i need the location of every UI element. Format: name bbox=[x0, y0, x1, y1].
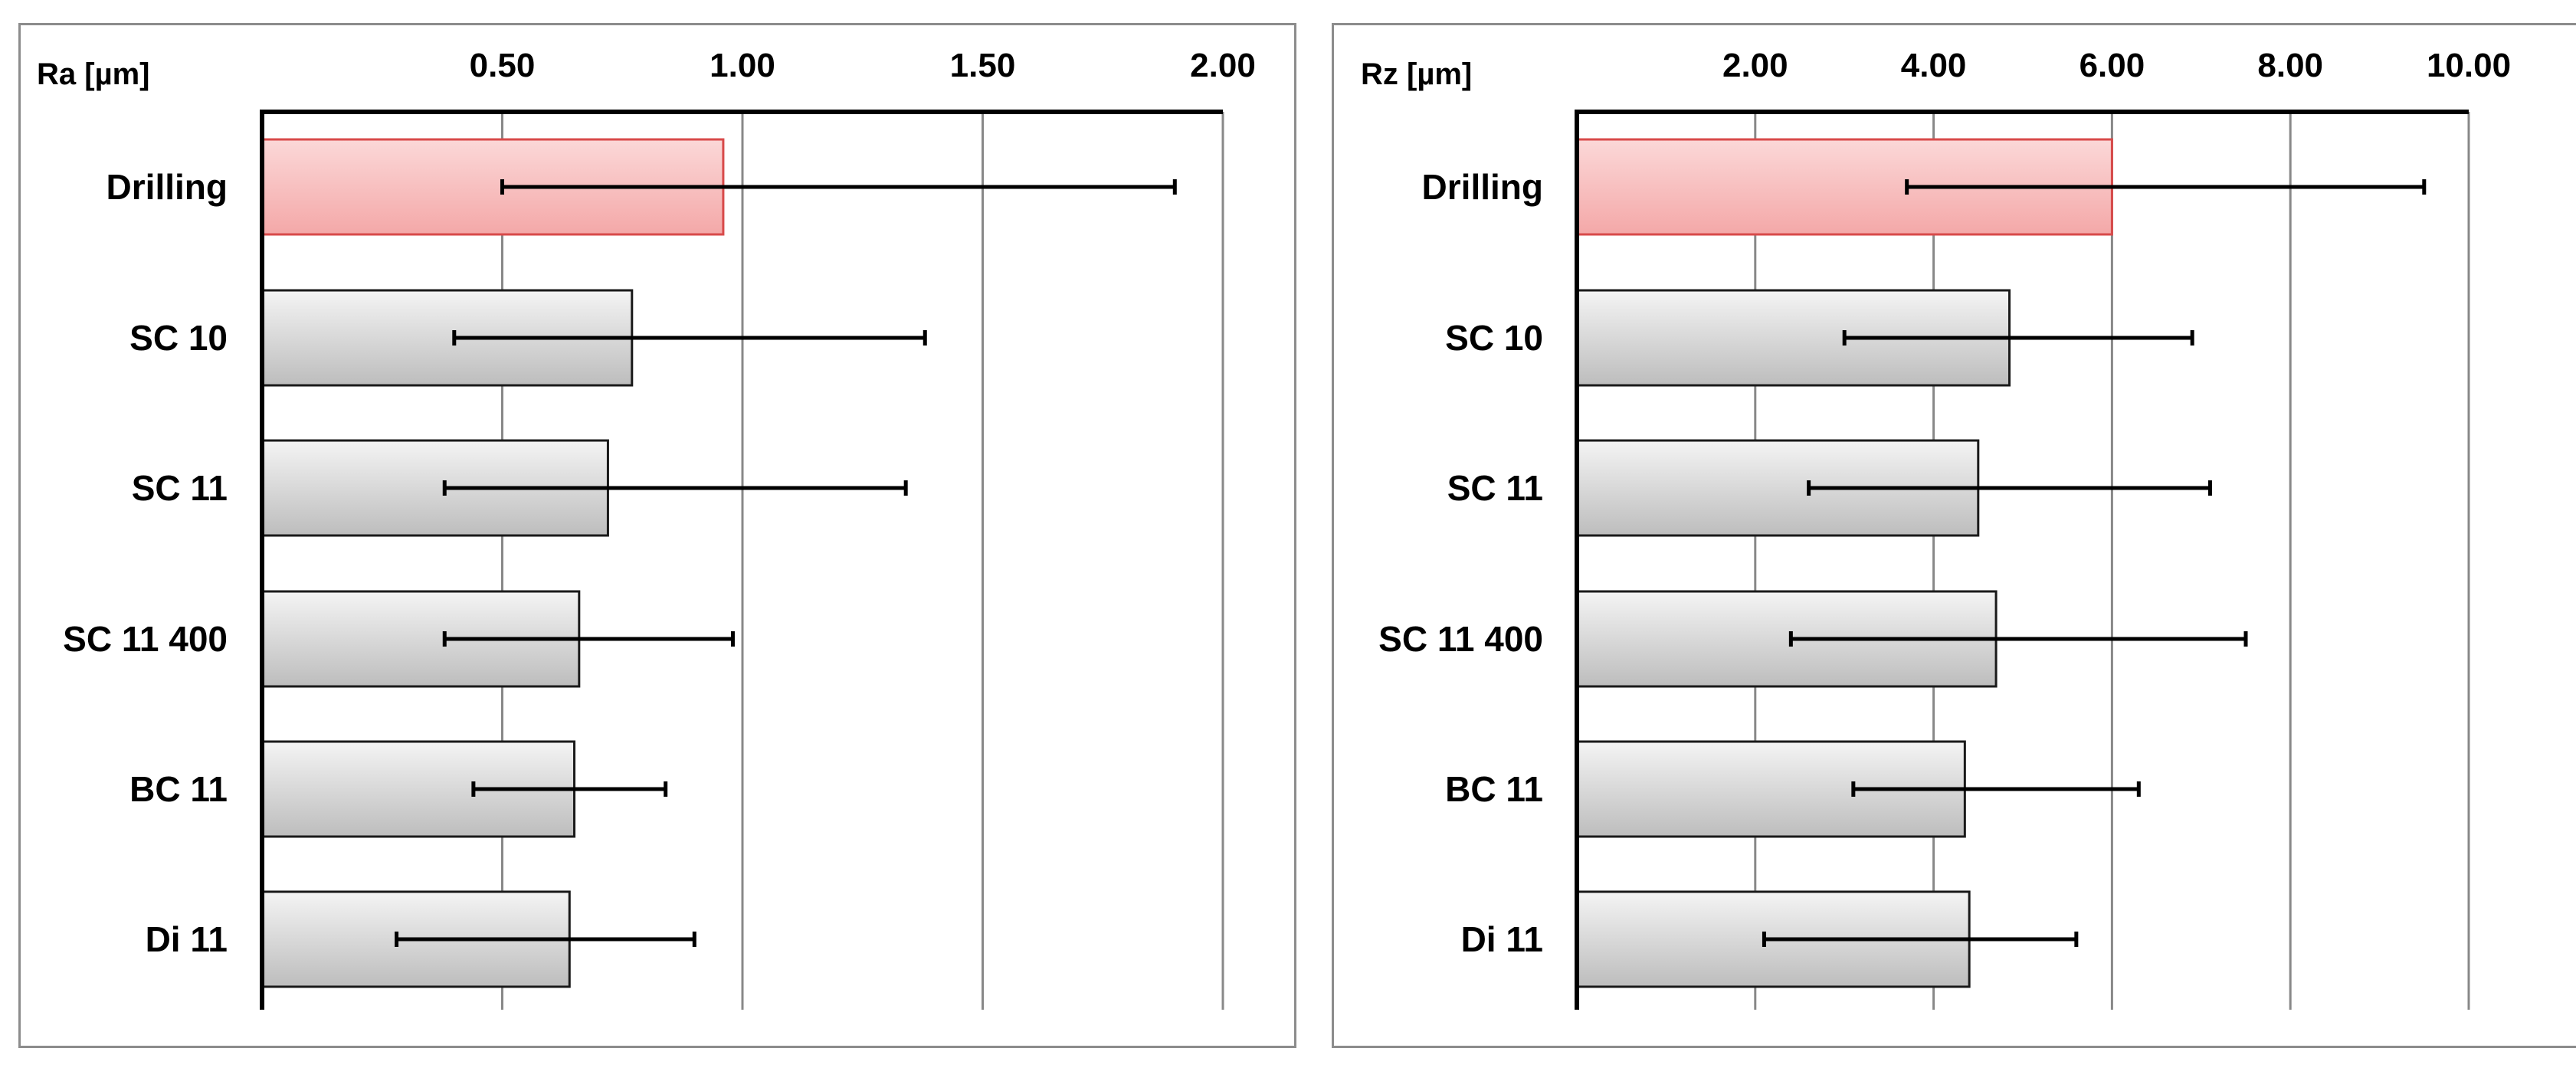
ra-category-label: SC 10 bbox=[129, 318, 228, 358]
rz-category-label: Drilling bbox=[1422, 167, 1543, 207]
ra-tick-label: 1.00 bbox=[710, 47, 775, 84]
rz-tick-label: 6.00 bbox=[2079, 47, 2145, 84]
ra-category-label: BC 11 bbox=[129, 769, 228, 809]
rz-tick-label: 2.00 bbox=[1722, 47, 1788, 84]
ra-tick-label: 2.00 bbox=[1190, 47, 1256, 84]
rz-category-label: Di 11 bbox=[1461, 919, 1543, 959]
rz-tick-label: 8.00 bbox=[2257, 47, 2323, 84]
ra-category-label: SC 11 400 bbox=[63, 619, 228, 659]
ra-unit-label: Ra [µm] bbox=[37, 57, 150, 91]
rz-category-label: SC 11 400 bbox=[1378, 619, 1543, 659]
rz-tick-label: 10.00 bbox=[2427, 47, 2511, 84]
ra-category-label: SC 11 bbox=[132, 468, 228, 508]
ra-tick-label: 1.50 bbox=[950, 47, 1016, 84]
rz-category-label: BC 11 bbox=[1445, 769, 1543, 809]
ra-tick-label: 0.50 bbox=[470, 47, 536, 84]
ra-category-label: Drilling bbox=[107, 167, 228, 207]
rz-unit-label: Rz [µm] bbox=[1361, 57, 1472, 91]
rz-category-label: SC 11 bbox=[1447, 468, 1543, 508]
rz-category-label: SC 10 bbox=[1445, 318, 1543, 358]
ra-category-label: Di 11 bbox=[146, 919, 228, 959]
rz-tick-label: 4.00 bbox=[1901, 47, 1967, 84]
